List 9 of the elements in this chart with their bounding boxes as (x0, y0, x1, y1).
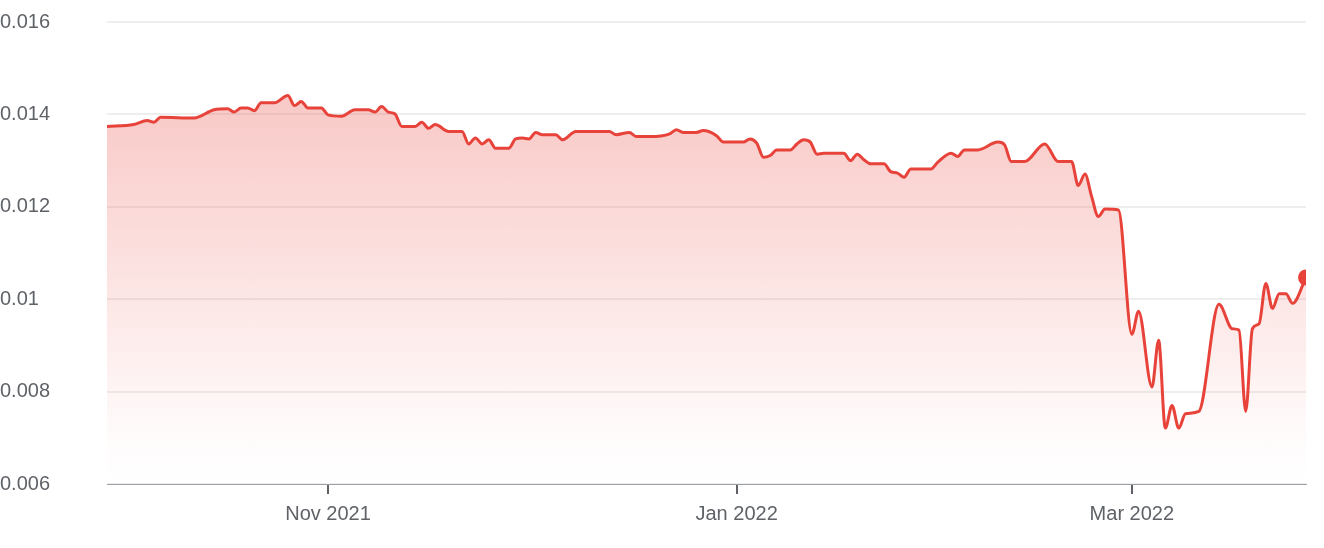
y-tick-label: 0.008 (0, 379, 51, 402)
y-tick-label: 0.014 (0, 101, 51, 124)
x-tick-label: Mar 2022 (1089, 501, 1175, 524)
y-tick-label: 0.006 (0, 471, 51, 494)
x-tick-label: Nov 2021 (285, 501, 371, 524)
x-tick-label: Jan 2022 (695, 501, 778, 524)
y-tick-label: 0.01 (0, 286, 39, 309)
y-tick-label: 0.016 (0, 9, 51, 32)
y-tick-label: 0.012 (0, 194, 51, 217)
